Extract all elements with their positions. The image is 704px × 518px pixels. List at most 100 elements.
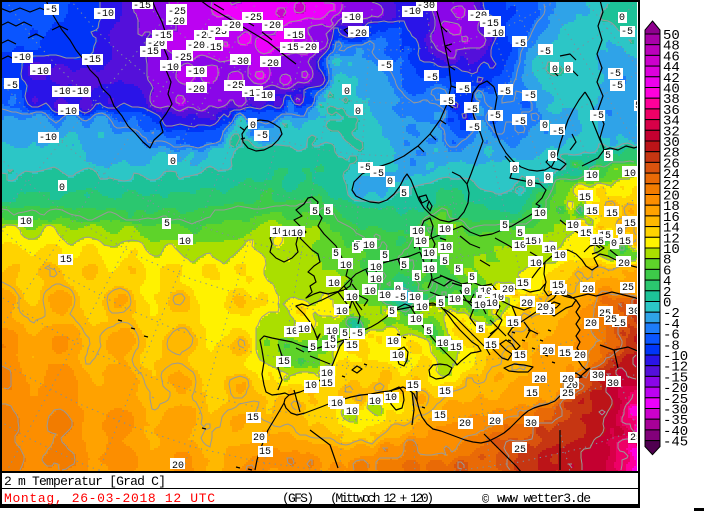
svg-text:5: 5 xyxy=(333,249,339,260)
svg-text:46: 46 xyxy=(663,49,680,65)
svg-text:5: 5 xyxy=(353,243,359,254)
svg-text:5: 5 xyxy=(382,251,388,262)
svg-text:-10: -10 xyxy=(59,107,77,118)
svg-text:-20: -20 xyxy=(261,59,279,70)
svg-text:5: 5 xyxy=(325,207,331,218)
svg-text:-25: -25 xyxy=(663,392,688,408)
svg-text:4: 4 xyxy=(663,274,671,290)
svg-text:0: 0 xyxy=(550,151,556,162)
svg-text:20: 20 xyxy=(566,381,578,392)
svg-text:15: 15 xyxy=(592,237,604,248)
svg-text:-5: -5 xyxy=(426,73,438,84)
svg-text:15: 15 xyxy=(580,229,592,240)
svg-text:-15: -15 xyxy=(481,19,499,30)
svg-text:0: 0 xyxy=(59,183,65,194)
svg-text:20: 20 xyxy=(537,303,549,314)
svg-text:15: 15 xyxy=(485,341,497,352)
svg-text:50: 50 xyxy=(663,28,680,44)
svg-text:-10: -10 xyxy=(486,29,504,40)
svg-text:-2: -2 xyxy=(663,306,680,322)
svg-text:0: 0 xyxy=(464,287,470,298)
svg-text:15: 15 xyxy=(552,281,564,292)
svg-text:10: 10 xyxy=(336,307,348,318)
svg-text:20: 20 xyxy=(521,299,533,310)
svg-text:-20: -20 xyxy=(187,41,205,52)
svg-text:20: 20 xyxy=(172,461,184,472)
svg-text:-30: -30 xyxy=(417,1,435,12)
svg-text:-10: -10 xyxy=(187,67,205,78)
svg-text:10: 10 xyxy=(326,327,338,338)
svg-text:-5: -5 xyxy=(394,293,406,304)
svg-text:10: 10 xyxy=(346,407,358,418)
svg-text:-5: -5 xyxy=(256,131,268,142)
svg-text:15: 15 xyxy=(559,349,571,360)
svg-text:-5: -5 xyxy=(351,329,363,340)
svg-text:10: 10 xyxy=(514,241,526,252)
svg-text:10: 10 xyxy=(321,369,333,380)
svg-text:-20: -20 xyxy=(299,43,317,54)
svg-text:25: 25 xyxy=(622,283,634,294)
svg-text:-10: -10 xyxy=(13,53,31,64)
svg-text:10: 10 xyxy=(346,293,358,304)
svg-text:-15: -15 xyxy=(243,89,261,100)
svg-text:20: 20 xyxy=(582,285,594,296)
svg-text:5: 5 xyxy=(310,343,316,354)
svg-text:5: 5 xyxy=(401,189,407,200)
svg-text:20: 20 xyxy=(459,419,471,430)
svg-text:25: 25 xyxy=(514,445,526,456)
svg-text:-5: -5 xyxy=(514,39,526,50)
svg-text:-15: -15 xyxy=(141,47,159,58)
svg-text:15: 15 xyxy=(507,319,519,330)
svg-text:20: 20 xyxy=(253,433,265,444)
svg-text:10: 10 xyxy=(663,242,680,258)
svg-text:0: 0 xyxy=(617,227,623,238)
svg-text:10: 10 xyxy=(423,249,435,260)
svg-text:5: 5 xyxy=(312,207,318,218)
svg-text:5: 5 xyxy=(401,261,407,272)
svg-text:-10: -10 xyxy=(403,7,421,18)
svg-text:-20: -20 xyxy=(223,21,241,32)
svg-text:34: 34 xyxy=(663,114,680,130)
svg-text:25: 25 xyxy=(614,319,626,330)
svg-text:20: 20 xyxy=(502,285,514,296)
svg-text:10: 10 xyxy=(534,209,546,220)
svg-text:20: 20 xyxy=(574,351,586,362)
svg-text:-20: -20 xyxy=(469,11,487,22)
svg-text:5: 5 xyxy=(164,219,170,230)
svg-text:-20: -20 xyxy=(349,29,367,40)
svg-text:15: 15 xyxy=(586,207,598,218)
svg-text:-20: -20 xyxy=(187,85,205,96)
svg-text:10: 10 xyxy=(328,279,340,290)
svg-text:2 m Temperatur [Grad C]: 2 m Temperatur [Grad C] xyxy=(4,474,166,489)
svg-text:-5: -5 xyxy=(372,169,384,180)
svg-text:0: 0 xyxy=(355,107,361,118)
svg-text:-5: -5 xyxy=(499,87,511,98)
svg-text:10: 10 xyxy=(449,295,461,306)
svg-text:-30: -30 xyxy=(663,403,688,419)
svg-text:30: 30 xyxy=(525,419,537,430)
svg-text:10: 10 xyxy=(437,339,449,350)
svg-text:28: 28 xyxy=(663,146,680,162)
svg-text:10: 10 xyxy=(392,351,404,362)
svg-text:0: 0 xyxy=(619,13,625,24)
svg-text:-15: -15 xyxy=(83,55,101,66)
svg-text:10: 10 xyxy=(331,399,343,410)
svg-text:15: 15 xyxy=(450,343,462,354)
svg-text:-5: -5 xyxy=(514,117,526,128)
svg-text:38: 38 xyxy=(663,92,680,108)
svg-text:-35: -35 xyxy=(663,413,688,429)
svg-text:12: 12 xyxy=(663,231,680,247)
svg-text:-25: -25 xyxy=(209,27,227,38)
svg-text:20: 20 xyxy=(489,417,501,428)
svg-text:-15: -15 xyxy=(281,43,299,54)
svg-text:20: 20 xyxy=(585,319,597,330)
svg-text:(Mittwoch 12 + 120): (Mittwoch 12 + 120) xyxy=(330,491,434,506)
svg-text:-10: -10 xyxy=(71,87,89,98)
svg-text:5: 5 xyxy=(478,325,484,336)
svg-text:0: 0 xyxy=(542,121,548,132)
svg-text:-10: -10 xyxy=(343,13,361,24)
svg-text:22: 22 xyxy=(663,178,680,194)
svg-text:-45: -45 xyxy=(663,435,688,451)
svg-text:-15: -15 xyxy=(154,31,172,42)
svg-text:10: 10 xyxy=(179,237,191,248)
